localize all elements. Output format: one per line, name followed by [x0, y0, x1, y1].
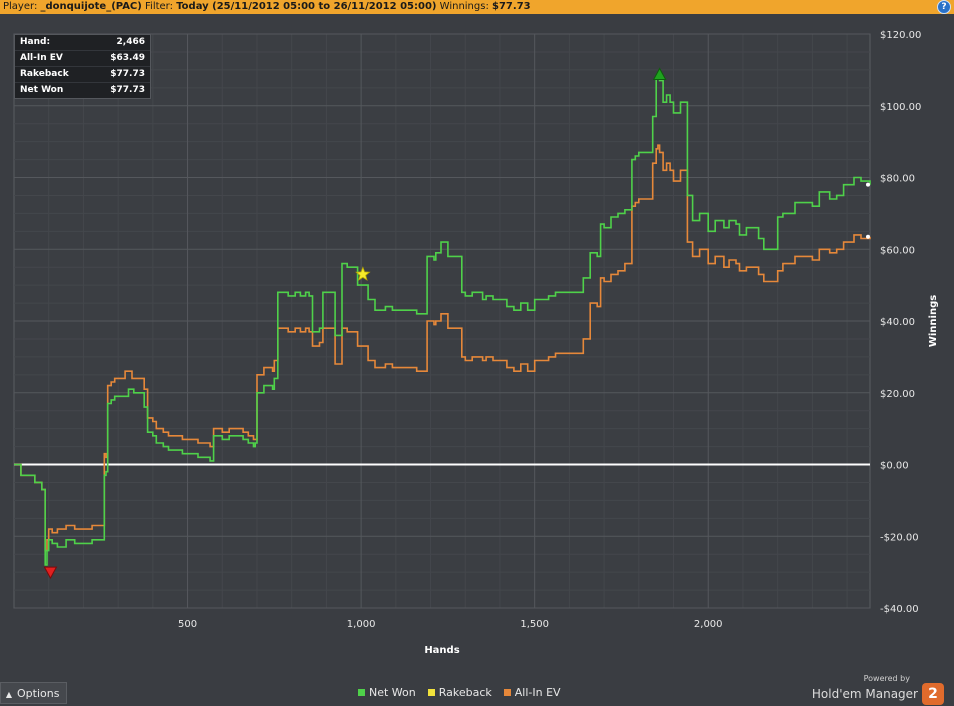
player-name: _donquijote_(PAC) [40, 1, 142, 12]
title-bar: Player: _donquijote_(PAC) Filter: Today … [0, 0, 954, 14]
player-label: Player: [3, 1, 38, 12]
stat-label: Rakeback [20, 69, 69, 79]
y-tick-label: $20.00 [880, 389, 915, 400]
y-tick-label: $40.00 [880, 317, 915, 328]
stat-value: $63.49 [110, 53, 145, 63]
y-tick-label: $120.00 [880, 30, 921, 41]
help-icon[interactable]: ? [937, 0, 951, 14]
powered-by-text: Powered by [863, 674, 910, 683]
stat-row-allin-ev: All-In EV $63.49 [15, 51, 150, 67]
filter-value: Today (25/11/2012 05:00 to 26/11/2012 05… [176, 1, 437, 12]
min-marker [43, 566, 58, 580]
y-axis-title: Winnings [928, 295, 939, 347]
hem-logo-icon: 2 [922, 683, 944, 705]
y-tick-label: $60.00 [880, 245, 915, 256]
options-label: Options [17, 687, 60, 700]
y-tick-label: -$40.00 [880, 604, 919, 615]
legend-item-net-won[interactable]: Net Won [358, 686, 416, 699]
series-end-point [866, 182, 870, 187]
options-button[interactable]: ▲ Options [0, 682, 67, 704]
winnings-value: $77.73 [492, 1, 531, 12]
legend-swatch [358, 689, 365, 696]
rakeback-marker [355, 266, 371, 281]
x-tick-label: 500 [178, 619, 197, 630]
chart-legend: Net Won Rakeback All-In EV [358, 686, 561, 699]
stat-row-hand: Hand: 2,466 [15, 35, 150, 51]
stat-row-net-won: Net Won $77.73 [15, 83, 150, 98]
stat-value: $77.73 [110, 85, 145, 95]
legend-item-rakeback[interactable]: Rakeback [427, 686, 492, 699]
y-tick-label: $0.00 [880, 461, 909, 472]
series-line-all-in-ev [14, 144, 871, 552]
x-tick-label: 1,000 [347, 619, 376, 630]
max-marker [652, 67, 667, 80]
stat-label: Net Won [20, 85, 64, 95]
x-tick-label: 2,000 [694, 619, 723, 630]
y-tick-label: $80.00 [880, 174, 915, 185]
x-axis-title: Hands [424, 645, 459, 656]
stats-box: Hand: 2,466 All-In EV $63.49 Rakeback $77.7… [14, 34, 151, 99]
filter-label: Filter: [145, 1, 173, 12]
legend-label: Net Won [369, 686, 416, 699]
stat-row-rakeback: Rakeback $77.73 [15, 67, 150, 83]
x-tick-label: 1,500 [520, 619, 549, 630]
stat-label: Hand: [20, 37, 51, 47]
brand-logo-area: Powered by Hold'em Manager 2 [812, 674, 944, 705]
legend-swatch [427, 689, 435, 696]
stat-value: $77.73 [110, 69, 145, 79]
legend-label: All-In EV [514, 686, 561, 699]
legend-label: Rakeback [438, 686, 492, 699]
stat-label: All-In EV [20, 53, 63, 63]
winnings-label: Winnings: [439, 1, 489, 12]
legend-swatch [503, 689, 511, 696]
brand-name: Hold'em Manager [811, 687, 918, 701]
series-end-point [866, 234, 870, 239]
series-line-net-won [14, 72, 871, 566]
y-tick-label: $100.00 [880, 102, 921, 113]
legend-item-allin-ev[interactable]: All-In EV [503, 686, 561, 699]
chevron-up-icon: ▲ [5, 690, 13, 699]
y-tick-label: -$20.00 [880, 532, 919, 543]
stat-value: 2,466 [116, 37, 145, 47]
